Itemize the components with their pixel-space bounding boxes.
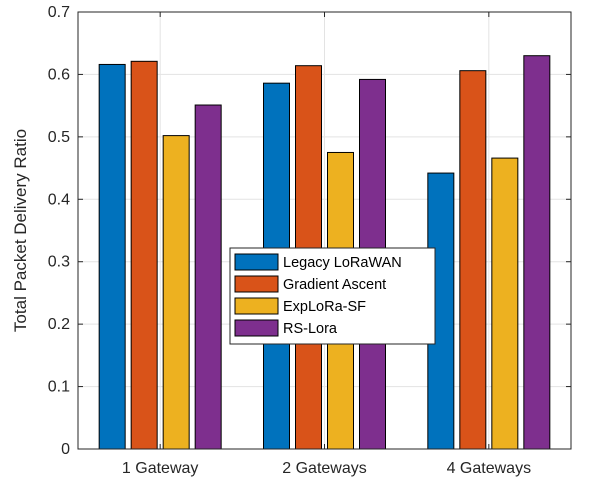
bar-2-3 <box>459 70 487 450</box>
bar-3-3 <box>491 157 519 450</box>
y-tick-label: 0.3 <box>48 254 70 271</box>
legend-swatch <box>234 275 279 293</box>
legend-swatch <box>234 319 279 337</box>
legend-label: Legacy LoRaWAN <box>283 255 402 271</box>
bar-4-3 <box>523 55 551 450</box>
x-tick-label: 4 Gateways <box>447 460 531 477</box>
legend-swatch <box>234 253 279 271</box>
grid-lines <box>78 12 571 449</box>
legend-label: RS-Lora <box>283 321 338 337</box>
y-tick-label: 0.2 <box>48 316 70 333</box>
x-tick-label: 1 Gateway <box>122 460 198 477</box>
y-axis-ticks: 0 0.1 0.2 0.3 0.4 0.5 0.6 0.7 <box>48 4 571 458</box>
y-tick-label: 0.4 <box>48 191 70 208</box>
y-tick-label: 0.1 <box>48 379 70 396</box>
bar-2-1 <box>130 60 158 450</box>
y-tick-label: 0 <box>61 441 70 458</box>
x-axis-ticks: 1 Gateway 2 Gateways 4 Gateways <box>122 12 531 477</box>
legend: Legacy LoRaWAN Gradient Ascent ExpLoRa-SF R… <box>229 247 436 345</box>
y-tick-label: 0.5 <box>48 129 70 146</box>
bar-3-1 <box>162 135 190 450</box>
legend-label: ExpLoRa-SF <box>283 299 366 315</box>
x-tick-label: 2 Gateways <box>282 460 366 477</box>
bar-4-1 <box>194 104 222 450</box>
y-tick-label: 0.7 <box>48 4 70 21</box>
bar-1-1 <box>98 63 126 450</box>
y-tick-label: 0.6 <box>48 66 70 83</box>
legend-label: Gradient Ascent <box>283 277 386 293</box>
legend-swatch <box>234 297 279 315</box>
y-axis-label: Total Packet Delivery Ratio <box>11 129 30 332</box>
